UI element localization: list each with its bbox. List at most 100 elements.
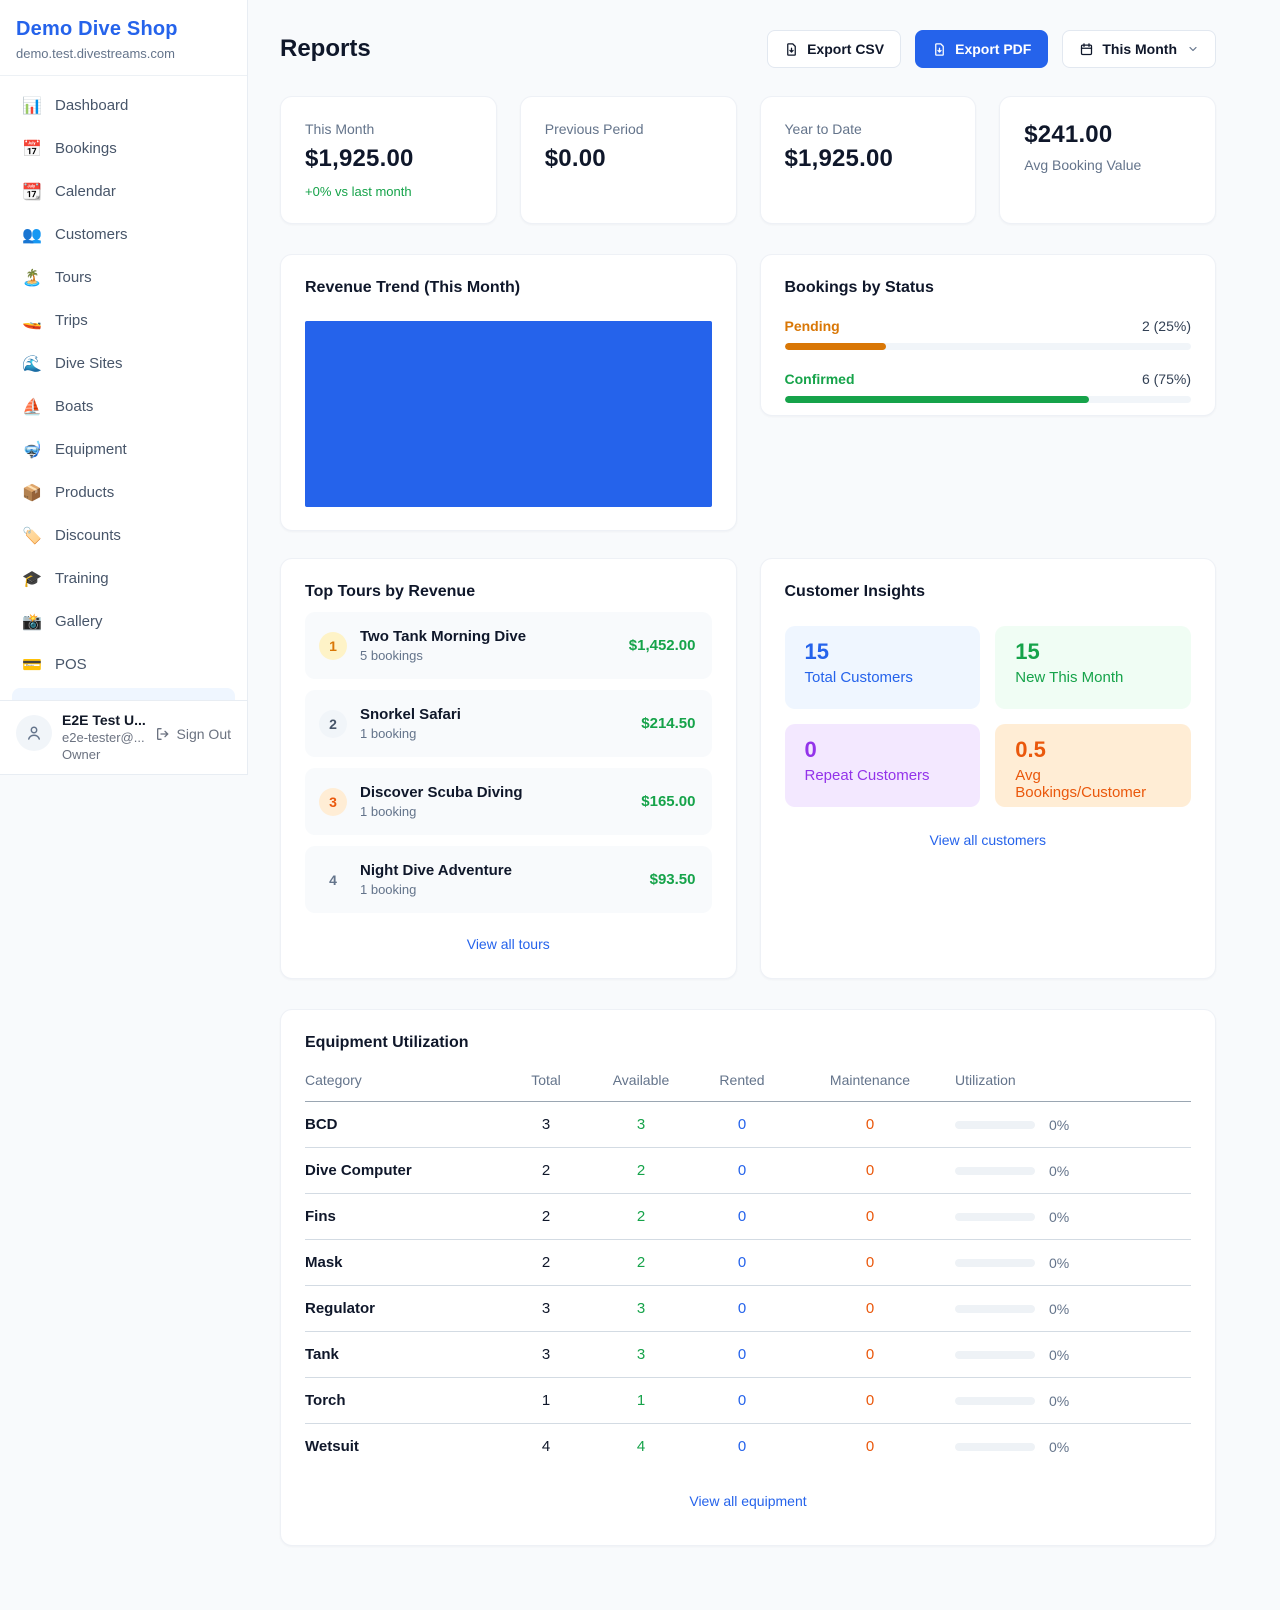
calendar-17-icon: 📅 xyxy=(22,138,42,158)
cell-category: Fins xyxy=(305,1208,336,1225)
insight-label: New This Month xyxy=(1015,669,1124,686)
brand-name: Demo Dive Shop xyxy=(16,18,178,40)
cell-available: 4 xyxy=(636,1438,646,1455)
col-header-maintenance: Maintenance xyxy=(829,1072,911,1088)
rank-badge: 3 xyxy=(319,787,347,816)
sidebar-item-customers[interactable]: 👥 Customers xyxy=(12,215,235,253)
bookings-by-status-card: Bookings by Status Pending 2 (25%) Confi… xyxy=(759,254,1216,416)
sidebar-item-label: Dive Sites xyxy=(55,354,123,372)
export-csv-button[interactable]: Export CSV xyxy=(767,30,902,68)
export-pdf-button[interactable]: Export PDF xyxy=(915,30,1049,68)
stat-label: Avg Booking Value xyxy=(1024,157,1142,173)
sidebar-item-bookings[interactable]: 📅 Bookings xyxy=(12,129,235,167)
sidebar-item-pos[interactable]: 💳 POS xyxy=(12,645,235,683)
wave-icon: 🌊 xyxy=(22,353,42,373)
status-bar-fill xyxy=(784,343,887,350)
revenue-trend-bar xyxy=(305,321,712,507)
customer-insights-title: Customer Insights xyxy=(784,583,925,600)
cell-rented: 0 xyxy=(737,1392,747,1409)
stat-value: $1,925.00 xyxy=(305,145,414,172)
sidebar-nav: 📊 Dashboard 📅 Bookings 📆 Calendar 👥 Cust… xyxy=(0,76,247,700)
utilization-percent: 0% xyxy=(1049,1346,1070,1363)
cell-available: 1 xyxy=(636,1392,646,1409)
rank-badge: 1 xyxy=(319,631,347,660)
sidebar-item-label: Bookings xyxy=(55,139,117,157)
chevron-down-icon xyxy=(1189,46,1197,52)
cell-rented: 0 xyxy=(737,1300,747,1317)
cell-maintenance: 0 xyxy=(865,1162,875,1179)
sidebar-item-gallery[interactable]: 📸 Gallery xyxy=(12,602,235,640)
insight-value: 0 xyxy=(804,737,817,762)
col-header-utilization: Utilization xyxy=(955,1072,1016,1088)
sidebar-item-label: Training xyxy=(55,569,109,587)
cell-total: 3 xyxy=(541,1300,551,1317)
table-row: Torch 1 1 0 0 0% xyxy=(305,1378,1191,1424)
sidebar-item-calendar[interactable]: 📆 Calendar xyxy=(12,172,235,210)
cell-rented: 0 xyxy=(737,1254,747,1271)
sailboat-icon: ⛵ xyxy=(22,396,42,416)
sidebar-item-dive-sites[interactable]: 🌊 Dive Sites xyxy=(12,344,235,382)
stat-value: $241.00 xyxy=(1024,121,1113,148)
file-download-icon xyxy=(787,42,796,56)
utilization-percent: 0% xyxy=(1049,1438,1070,1455)
main-content: Reports Export CSV Export PDF This Month xyxy=(248,0,1280,1596)
tour-name: Snorkel Safari xyxy=(360,706,461,723)
tour-amount: $165.00 xyxy=(641,793,696,810)
cell-total: 4 xyxy=(541,1438,551,1455)
status-label: Pending xyxy=(784,318,840,334)
sidebar-item-dashboard[interactable]: 📊 Dashboard xyxy=(12,86,235,124)
utilization-bar xyxy=(955,1166,1035,1175)
tour-name: Night Dive Adventure xyxy=(360,862,512,879)
period-dropdown[interactable]: This Month xyxy=(1062,30,1216,68)
cell-utilization: 0% xyxy=(947,1439,1191,1455)
utilization-bar xyxy=(955,1212,1035,1221)
tour-name: Discover Scuba Diving xyxy=(360,784,523,801)
view-all-customers-link[interactable]: View all customers xyxy=(929,832,1046,848)
user-name: E2E Test U... xyxy=(62,712,146,728)
sidebar-item-equipment[interactable]: 🤿 Equipment xyxy=(12,430,235,468)
cell-total: 3 xyxy=(541,1116,551,1133)
cell-rented: 0 xyxy=(737,1346,747,1363)
tour-amount: $93.50 xyxy=(649,871,696,888)
utilization-percent: 0% xyxy=(1049,1162,1070,1179)
sidebar-item-boats[interactable]: ⛵ Boats xyxy=(12,387,235,425)
table-row: Mask 2 2 0 0 0% xyxy=(305,1240,1191,1286)
view-all-equipment-link[interactable]: View all equipment xyxy=(689,1493,807,1509)
sidebar-item-tours[interactable]: 🏝️ Tours xyxy=(12,258,235,296)
table-row: Fins 2 2 0 0 0% xyxy=(305,1194,1191,1240)
sidebar-item-products[interactable]: 📦 Products xyxy=(12,473,235,511)
table-row: Wetsuit 4 4 0 0 0% xyxy=(305,1424,1191,1469)
cell-total: 3 xyxy=(541,1346,551,1363)
sign-out-button[interactable]: Sign Out xyxy=(155,726,231,742)
cell-category: Regulator xyxy=(305,1300,376,1317)
tour-bookings: 5 bookings xyxy=(360,648,423,663)
utilization-bar xyxy=(955,1442,1035,1451)
cell-maintenance: 0 xyxy=(865,1438,875,1455)
sidebar-item-label: Trips xyxy=(55,311,88,329)
status-bar-fill xyxy=(784,396,1090,403)
status-bar-track xyxy=(784,343,1191,350)
sidebar-item-label: Customers xyxy=(55,225,128,243)
insight-value: 15 xyxy=(804,639,829,664)
sidebar-item-label: Dashboard xyxy=(55,96,129,114)
page-title: Reports xyxy=(280,35,371,62)
status-row-pending: Pending 2 (25%) xyxy=(784,318,1191,350)
utilization-percent: 0% xyxy=(1049,1208,1070,1225)
sidebar-item-reports-partial[interactable] xyxy=(12,688,235,700)
file-download-icon xyxy=(935,42,944,56)
view-all-tours-link[interactable]: View all tours xyxy=(466,936,550,952)
col-header-available: Available xyxy=(612,1072,670,1088)
insight-total-customers: 15 Total Customers xyxy=(784,626,981,709)
cell-maintenance: 0 xyxy=(865,1254,875,1271)
col-header-rented: Rented xyxy=(719,1072,765,1088)
stat-card-this-month: This Month $1,925.00 +0% vs last month xyxy=(280,96,497,224)
sidebar-item-discounts[interactable]: 🏷️ Discounts xyxy=(12,516,235,554)
utilization-bar xyxy=(955,1304,1035,1313)
tour-row: 2 Snorkel Safari 1 booking $214.50 xyxy=(305,690,712,757)
insight-value: 15 xyxy=(1015,639,1040,664)
cell-total: 2 xyxy=(541,1254,551,1271)
utilization-bar xyxy=(955,1120,1035,1129)
sidebar-item-training[interactable]: 🎓 Training xyxy=(12,559,235,597)
sidebar-item-trips[interactable]: 🚤 Trips xyxy=(12,301,235,339)
equipment-utilization-card: Equipment Utilization Category Total Ava… xyxy=(280,1009,1216,1546)
